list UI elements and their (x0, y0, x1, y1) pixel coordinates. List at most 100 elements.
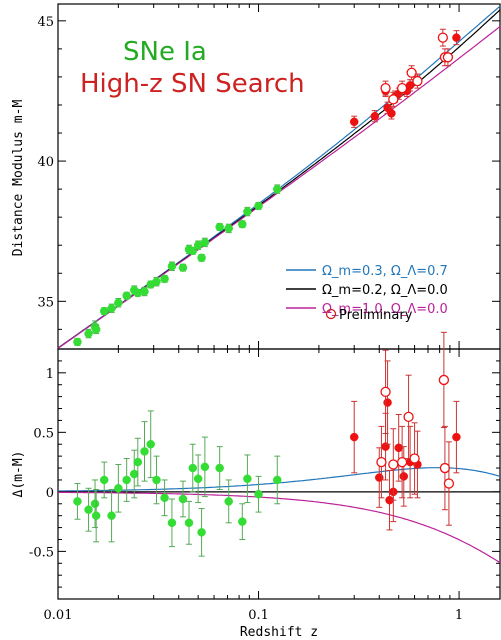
hubble-point-prelim (396, 82, 408, 94)
residual-point-lowz (238, 517, 247, 526)
hubble-point-lowz (99, 306, 109, 316)
hubble-point-lowz (107, 304, 116, 313)
hubble-point-lowz (114, 298, 123, 307)
residual-point-highz (383, 398, 392, 407)
hubble-point-lowz (243, 207, 252, 216)
hubble-point-lowz (167, 262, 177, 271)
residual-point-prelim (439, 462, 451, 474)
high-z-search-annotation: High-z SN Search (80, 69, 305, 99)
bottom-y-tick-label: 1 (46, 367, 54, 382)
residual-point-lowz (140, 447, 149, 456)
bottom-y-tick-label: -0.5 (29, 545, 54, 560)
residual-point-lowz (114, 484, 123, 493)
legend-label-lambda: Ω_m=0.3, Ω_Λ=0.7 (322, 264, 448, 279)
residual-point-prelim (376, 456, 387, 468)
bottom-panel-frame (57, 348, 501, 600)
residual-point-lowz (178, 494, 188, 504)
x-axis-title: Redshift z (240, 625, 318, 640)
hubble-point-prelim (412, 75, 423, 87)
hubble-point-lowz (238, 219, 247, 229)
residual-point-highz (452, 432, 461, 442)
top-y-tick-label: 40 (37, 155, 54, 170)
residual-point-lowz (254, 489, 263, 499)
hubble-point-highz (452, 33, 461, 42)
hubble-point-highz (387, 109, 396, 118)
residual-point-lowz (133, 457, 143, 467)
hubble-point-lowz (215, 222, 224, 232)
hubble-point-prelim (380, 82, 391, 94)
hubble-point-lowz (84, 329, 93, 338)
residual-point-prelim (396, 456, 408, 468)
residual-point-highz (399, 472, 409, 481)
hubble-point-prelim (388, 94, 399, 105)
legend-label-flat: Ω_m=1.0, Ω_Λ=0.0 (322, 302, 448, 317)
residual-point-lowz (84, 505, 93, 514)
residual-point-prelim (403, 411, 414, 423)
legend: Ω_m=0.3, Ω_Λ=0.7 Ω_m=0.2, Ω_Λ=0.0 Ω_m=1.… (286, 264, 448, 323)
residual-point-lowz (167, 518, 177, 528)
preliminary-marker (325, 308, 337, 320)
residual-point-lowz (99, 475, 109, 485)
hubble-point-lowz (200, 238, 210, 247)
x-tick-label: 0.01 (44, 608, 73, 623)
x-tick-label: 0.1 (248, 608, 269, 623)
residual-point-lowz (188, 463, 198, 473)
residual-point-lowz (215, 463, 224, 473)
hubble-point-lowz (224, 224, 233, 233)
residual-point-prelim (438, 374, 450, 386)
residual-point-lowz (129, 469, 139, 479)
residual-point-prelim (409, 453, 420, 464)
hubble-point-lowz (73, 337, 82, 347)
residual-point-lowz (122, 475, 131, 485)
hubble-point-lowz (160, 274, 169, 284)
bottom-y-axis-title: Δ(m-M) (11, 451, 26, 498)
hubble-point-lowz (188, 246, 198, 256)
hubble-point-lowz (254, 201, 263, 211)
residual-point-prelim (380, 386, 391, 398)
residual-point-lowz (160, 493, 169, 503)
hubble-point-prelim (437, 32, 448, 43)
residual-point-lowz (73, 497, 82, 506)
top-y-tick-label: 45 (37, 15, 54, 30)
residual-point-highz (375, 473, 384, 482)
residual-point-lowz (152, 475, 161, 485)
top-y-axis-title: Distance Modulus m-M (11, 100, 26, 257)
residual-point-lowz (146, 439, 155, 449)
preliminary-label: Preliminary (339, 308, 413, 323)
residual-point-lowz (197, 528, 206, 537)
residual-point-lowz (273, 475, 282, 485)
residual-point-lowz (193, 474, 203, 484)
residual-point-lowz (91, 511, 101, 520)
top-y-tick-label: 35 (37, 295, 54, 310)
hubble-point-highz (349, 117, 359, 127)
hubble-point-lowz (197, 253, 206, 263)
sne-ia-annotation: SNe Ia (123, 37, 207, 67)
hubble-point-lowz (91, 325, 101, 334)
hubble-point-prelim (406, 67, 417, 78)
residual-point-highz (394, 443, 403, 453)
legend-label-open: Ω_m=0.2, Ω_Λ=0.0 (322, 283, 448, 298)
hubble-point-highz (370, 111, 380, 121)
residual-point-lowz (243, 474, 252, 484)
residual-point-highz (349, 432, 359, 442)
residual-point-prelim (388, 459, 399, 470)
residual-curve-flat (58, 491, 501, 564)
hubble-point-lowz (178, 263, 188, 272)
hubble-point-lowz (273, 184, 282, 194)
bottom-y-tick-label: 0 (46, 486, 54, 501)
ticks-layer: 0.01 0.1 1 35 40 45 -0.5 0 0.5 1 (29, 4, 500, 623)
hubble-point-prelim (442, 52, 454, 63)
residual-point-lowz (90, 499, 100, 509)
residual-point-lowz (184, 518, 194, 528)
bottom-y-tick-label: 0.5 (33, 426, 54, 441)
data-points-layer (73, 28, 461, 557)
residual-point-prelim (443, 478, 455, 489)
hubble-point-lowz (152, 277, 161, 286)
residual-point-lowz (200, 462, 210, 472)
hubble-point-lowz (140, 287, 149, 296)
x-tick-label: 1 (455, 608, 463, 623)
hubble-point-lowz (122, 291, 131, 300)
residual-point-lowz (224, 497, 233, 506)
residual-point-lowz (107, 511, 116, 520)
